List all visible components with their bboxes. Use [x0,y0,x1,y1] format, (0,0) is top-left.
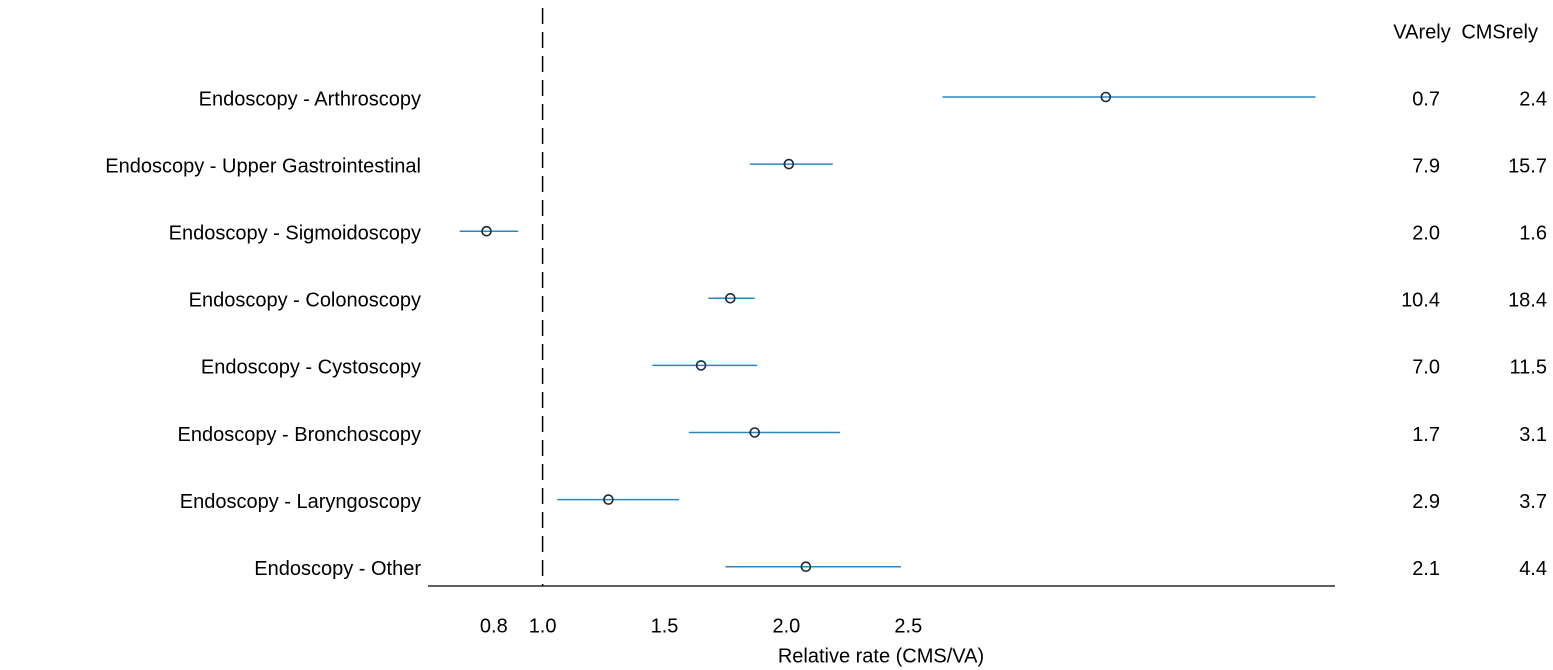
x-axis-label: Relative rate (CMS/VA) [778,645,984,667]
category-label: Endoscopy - Colonoscopy [189,290,421,312]
table-cell: 7.9 [1412,155,1440,177]
category-label: Endoscopy - Laryngoscopy [180,491,421,513]
table-cell: 2.1 [1412,558,1440,580]
category-label: Endoscopy - Bronchoscopy [178,424,421,446]
table-cell: 18.4 [1508,290,1547,312]
table-cell: 2.9 [1412,491,1440,513]
column-header: VArely [1393,21,1450,43]
table-cell: 7.0 [1412,357,1440,379]
table-cell: 3.1 [1519,424,1547,446]
table-cell: 3.7 [1519,491,1547,513]
point [695,360,707,371]
point [749,427,761,438]
category-label: Endoscopy - Cystoscopy [201,357,421,379]
category-label: Endoscopy - Sigmoidoscopy [169,222,421,244]
category-label: Endoscopy - Other [254,558,421,580]
x-tick-label: 2.5 [894,615,922,637]
table-cell: 1.6 [1519,222,1547,244]
table-cell: 2.4 [1519,88,1547,110]
x-tick-label: 0.8 [480,615,508,637]
category-label: Endoscopy - Arthroscopy [199,88,421,110]
table-cell: 0.7 [1412,88,1440,110]
point [800,561,812,573]
table-cell: 10.4 [1401,290,1440,312]
x-tick-label: 1.0 [529,615,557,637]
x-tick-label: 2.0 [773,615,801,637]
point [481,225,492,237]
category-label: Endoscopy - Upper Gastrointestinal [105,155,421,177]
table-cell: 4.4 [1519,558,1547,580]
point [783,158,795,170]
table-cell: 15.7 [1508,155,1547,177]
column-header: CMSrely [1461,21,1538,43]
point [725,292,736,304]
point [603,494,614,505]
table-cell: 1.7 [1412,424,1440,446]
table-cell: 11.5 [1510,357,1547,379]
table-cell: 2.0 [1412,222,1440,244]
point [1100,91,1112,103]
x-tick-label: 1.5 [651,615,679,637]
